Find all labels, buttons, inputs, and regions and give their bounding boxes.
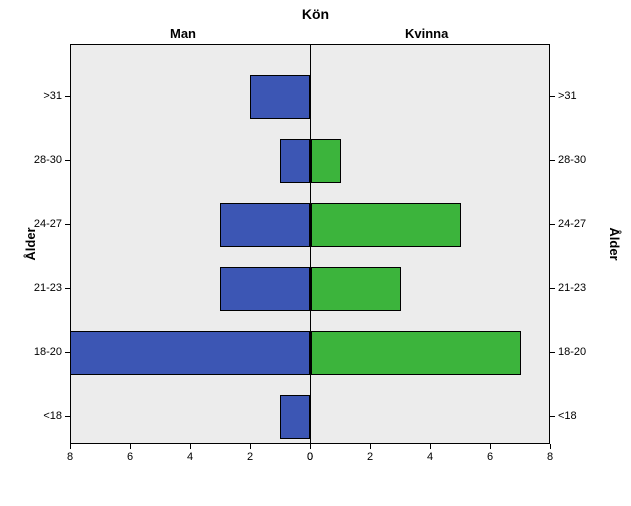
y-tick-left: >31 (43, 90, 62, 102)
y-tick-mark (550, 288, 555, 289)
chart-title: Kön (0, 6, 631, 22)
x-tick-right: 4 (427, 451, 433, 463)
x-tick-mark (130, 444, 131, 449)
bar-left (220, 267, 310, 311)
left-panel (70, 44, 310, 444)
bar-left (220, 203, 310, 247)
bar-left (280, 139, 310, 183)
bar-right (311, 139, 341, 183)
x-tick-mark (370, 444, 371, 449)
x-tick-mark (250, 444, 251, 449)
y-tick-left: 28-30 (34, 154, 62, 166)
y-tick-left: 21-23 (34, 282, 62, 294)
y-tick-left: 24-27 (34, 218, 62, 230)
x-tick-left: 2 (247, 451, 253, 463)
y-tick-right: 21-23 (558, 282, 586, 294)
x-tick-mark (430, 444, 431, 449)
y-tick-mark (550, 160, 555, 161)
y-tick-left: 18-20 (34, 346, 62, 358)
y-tick-mark (65, 352, 70, 353)
y-tick-mark (65, 416, 70, 417)
right-panel (310, 44, 550, 444)
y-tick-left: <18 (43, 410, 62, 422)
y-tick-right: 28-30 (558, 154, 586, 166)
y-tick-mark (550, 96, 555, 97)
y-tick-mark (65, 160, 70, 161)
y-tick-mark (550, 224, 555, 225)
bar-right (311, 203, 461, 247)
y-tick-right: <18 (558, 410, 577, 422)
x-tick-right: 2 (367, 451, 373, 463)
x-tick-mark (490, 444, 491, 449)
y-axis-label-left: Ålder (23, 227, 38, 260)
pyramid-chart: Kön Man Kvinna Ålder Ålder >31>3128-3028… (0, 0, 631, 506)
y-tick-mark (550, 416, 555, 417)
y-tick-mark (65, 288, 70, 289)
y-tick-mark (65, 96, 70, 97)
bar-left (250, 75, 310, 119)
y-tick-right: 24-27 (558, 218, 586, 230)
x-tick-mark (310, 444, 311, 449)
bar-left (280, 395, 310, 439)
x-tick-right: 0 (307, 451, 313, 463)
y-tick-right: >31 (558, 90, 577, 102)
x-tick-left: 4 (187, 451, 193, 463)
y-axis-label-right: Ålder (607, 227, 622, 260)
plot-area (70, 44, 550, 444)
left-series-label: Man (170, 26, 196, 41)
x-tick-mark (550, 444, 551, 449)
bar-right (311, 331, 521, 375)
y-tick-mark (550, 352, 555, 353)
bar-right (311, 267, 401, 311)
x-tick-right: 8 (547, 451, 553, 463)
x-tick-left: 6 (127, 451, 133, 463)
y-tick-mark (65, 224, 70, 225)
right-series-label: Kvinna (405, 26, 448, 41)
x-tick-mark (190, 444, 191, 449)
y-tick-right: 18-20 (558, 346, 586, 358)
x-tick-mark (70, 444, 71, 449)
bar-left (70, 331, 310, 375)
x-tick-left: 8 (67, 451, 73, 463)
x-tick-right: 6 (487, 451, 493, 463)
